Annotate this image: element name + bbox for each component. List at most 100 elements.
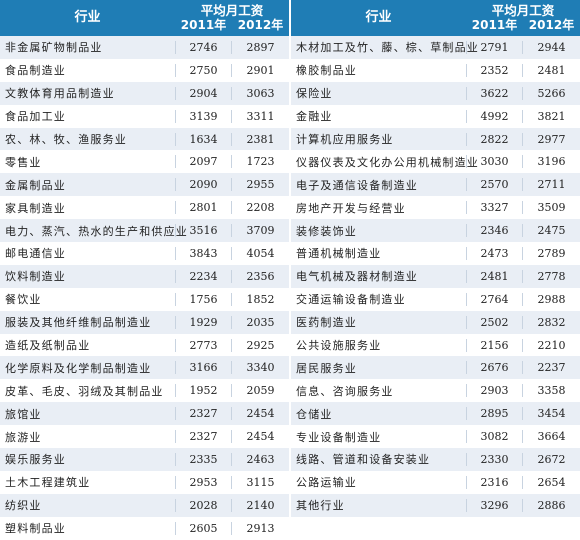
table-row: 旅馆业 2327 2454 bbox=[0, 402, 289, 426]
table-row: 饮料制造业 2234 2356 bbox=[0, 264, 289, 288]
wage-2011: 3139 bbox=[175, 109, 232, 123]
right-rows: 木材加工及竹、藤、棕、草制品业 2791 2944 橡胶制品业 2352 2481 保险业 3… bbox=[291, 36, 580, 517]
table-row: 农、林、牧、渔服务业 1634 2381 bbox=[0, 127, 289, 151]
wage-2012: 2059 bbox=[246, 384, 275, 398]
industry-name: 造纸及纸制品业 bbox=[5, 339, 91, 353]
wage-2011: 2327 bbox=[175, 407, 232, 421]
wage-2012: 2955 bbox=[246, 178, 275, 192]
industry-name: 保险业 bbox=[296, 87, 333, 101]
table-row: 邮电通信业 3843 4054 bbox=[0, 242, 289, 265]
industry-name: 化学原料及化学制品制造业 bbox=[5, 361, 152, 375]
wage-2011: 2481 bbox=[466, 269, 523, 283]
table-row: 食品加工业 3139 3311 bbox=[0, 104, 289, 128]
wage-2012: 2356 bbox=[246, 269, 275, 283]
wage-2012: 2381 bbox=[246, 132, 275, 146]
wage-2012: 2672 bbox=[537, 452, 566, 466]
year-2011-header: 2011年 bbox=[471, 18, 518, 32]
table-row: 服装及其他纤维制品制造业 1929 2035 bbox=[0, 310, 289, 334]
wage-2011: 2903 bbox=[466, 384, 523, 398]
wage-2011: 3296 bbox=[466, 498, 523, 512]
wage-2011: 2330 bbox=[466, 452, 523, 466]
table-row: 房地产开发与经营业 3327 3509 bbox=[291, 196, 580, 220]
table-row: 仪器仪表及文化办公用机械制造业 3030 3196 bbox=[291, 150, 580, 174]
wage-2011: 2097 bbox=[175, 155, 232, 169]
industry-name: 仓储业 bbox=[296, 407, 333, 421]
table-row: 居民服务业 2676 2237 bbox=[291, 356, 580, 380]
wage-header-group: 平均月工资 2011年 2012年 bbox=[466, 0, 580, 36]
industry-name: 电气机械及器材制造业 bbox=[296, 270, 418, 284]
wage-2012: 3821 bbox=[537, 109, 566, 123]
table-row: 计算机应用服务业 2822 2977 bbox=[291, 127, 580, 151]
wage-2012: 2944 bbox=[537, 40, 566, 54]
industry-name: 饮料制造业 bbox=[5, 270, 66, 284]
right-header: 行业 平均月工资 2011年 2012年 bbox=[291, 0, 580, 36]
wage-2011: 3030 bbox=[466, 155, 523, 169]
wage-2011: 2746 bbox=[175, 40, 232, 54]
wage-2012: 2208 bbox=[246, 201, 275, 215]
wage-2011: 2773 bbox=[175, 338, 232, 352]
wage-header: 平均月工资 bbox=[200, 3, 264, 18]
wage-header-group: 平均月工资 2011年 2012年 bbox=[175, 0, 289, 36]
wage-2012: 3709 bbox=[246, 224, 275, 238]
wage-2011: 4992 bbox=[466, 109, 523, 123]
wage-2011: 2502 bbox=[466, 315, 523, 329]
industry-name: 计算机应用服务业 bbox=[296, 133, 394, 146]
wage-2011: 3166 bbox=[175, 361, 232, 375]
wage-2011: 2346 bbox=[466, 224, 523, 238]
wage-2012: 2897 bbox=[246, 40, 275, 54]
table-row: 仓储业 2895 3454 bbox=[291, 402, 580, 426]
industry-name: 家具制造业 bbox=[5, 201, 66, 215]
wage-2011: 1756 bbox=[175, 292, 232, 306]
table-row: 橡胶制品业 2352 2481 bbox=[291, 58, 580, 82]
wage-2012: 2454 bbox=[246, 407, 275, 421]
wage-2011: 1929 bbox=[175, 315, 232, 329]
wage-2012: 2913 bbox=[246, 521, 275, 535]
industry-name: 交通运输设备制造业 bbox=[296, 293, 406, 307]
industry-name: 旅馆业 bbox=[5, 407, 42, 421]
industry-name: 餐饮业 bbox=[5, 293, 42, 307]
industry-name: 公路运输业 bbox=[296, 476, 357, 490]
wage-2012: 4054 bbox=[246, 246, 275, 260]
table-row: 文教体育用品制造业 2904 3063 bbox=[0, 81, 289, 105]
industry-name: 旅游业 bbox=[5, 430, 42, 444]
industry-name: 食品加工业 bbox=[5, 110, 66, 124]
table-row: 纺织业 2028 2140 bbox=[0, 493, 289, 517]
wage-2012: 3063 bbox=[246, 86, 275, 100]
wage-2011: 2904 bbox=[175, 86, 232, 100]
table-row: 线路、管道和设备安装业 2330 2672 bbox=[291, 448, 580, 471]
wage-2011: 2156 bbox=[466, 338, 523, 352]
table-row: 食品制造业 2750 2901 bbox=[0, 58, 289, 82]
year-2012-header: 2012年 bbox=[237, 18, 284, 32]
industry-name: 邮电通信业 bbox=[5, 247, 66, 261]
industry-name: 金融业 bbox=[296, 110, 333, 124]
wage-2011: 2953 bbox=[175, 475, 232, 489]
industry-name: 专业设备制造业 bbox=[296, 430, 382, 444]
industry-name: 电力、蒸汽、热水的生产和供应业 bbox=[5, 224, 188, 238]
wage-2012: 5266 bbox=[537, 86, 566, 100]
table-row: 电子及通信设备制造业 2570 2711 bbox=[291, 173, 580, 197]
wage-2012: 2035 bbox=[246, 315, 275, 329]
wage-header: 平均月工资 bbox=[491, 3, 555, 18]
table-row: 其他行业 3296 2886 bbox=[291, 493, 580, 517]
industry-name: 金属制品业 bbox=[5, 178, 66, 192]
table-row: 保险业 3622 5266 bbox=[291, 81, 580, 105]
wage-2011: 2316 bbox=[466, 475, 523, 489]
wage-2011: 2028 bbox=[175, 498, 232, 512]
table-row: 娱乐服务业 2335 2463 bbox=[0, 448, 289, 471]
industry-name: 居民服务业 bbox=[296, 361, 357, 375]
table-row: 金融业 4992 3821 bbox=[291, 104, 580, 128]
industry-name: 农、林、牧、渔服务业 bbox=[5, 133, 127, 146]
wage-2012: 2654 bbox=[537, 475, 566, 489]
wage-2011: 2327 bbox=[175, 430, 232, 444]
industry-name: 仪器仪表及文化办公用机械制造业 bbox=[296, 155, 479, 169]
table-row: 电气机械及器材制造业 2481 2778 bbox=[291, 264, 580, 288]
wage-2011: 1634 bbox=[175, 132, 232, 146]
industry-name: 娱乐服务业 bbox=[5, 453, 66, 467]
wage-2011: 2605 bbox=[175, 521, 232, 535]
industry-name: 公共设施服务业 bbox=[296, 339, 382, 353]
wage-2012: 3509 bbox=[537, 201, 566, 215]
wage-2011: 2090 bbox=[175, 178, 232, 192]
table-row: 土木工程建筑业 2953 3115 bbox=[0, 470, 289, 494]
table-row: 电力、蒸汽、热水的生产和供应业 3516 3709 bbox=[0, 219, 289, 243]
wage-2011: 2764 bbox=[466, 292, 523, 306]
